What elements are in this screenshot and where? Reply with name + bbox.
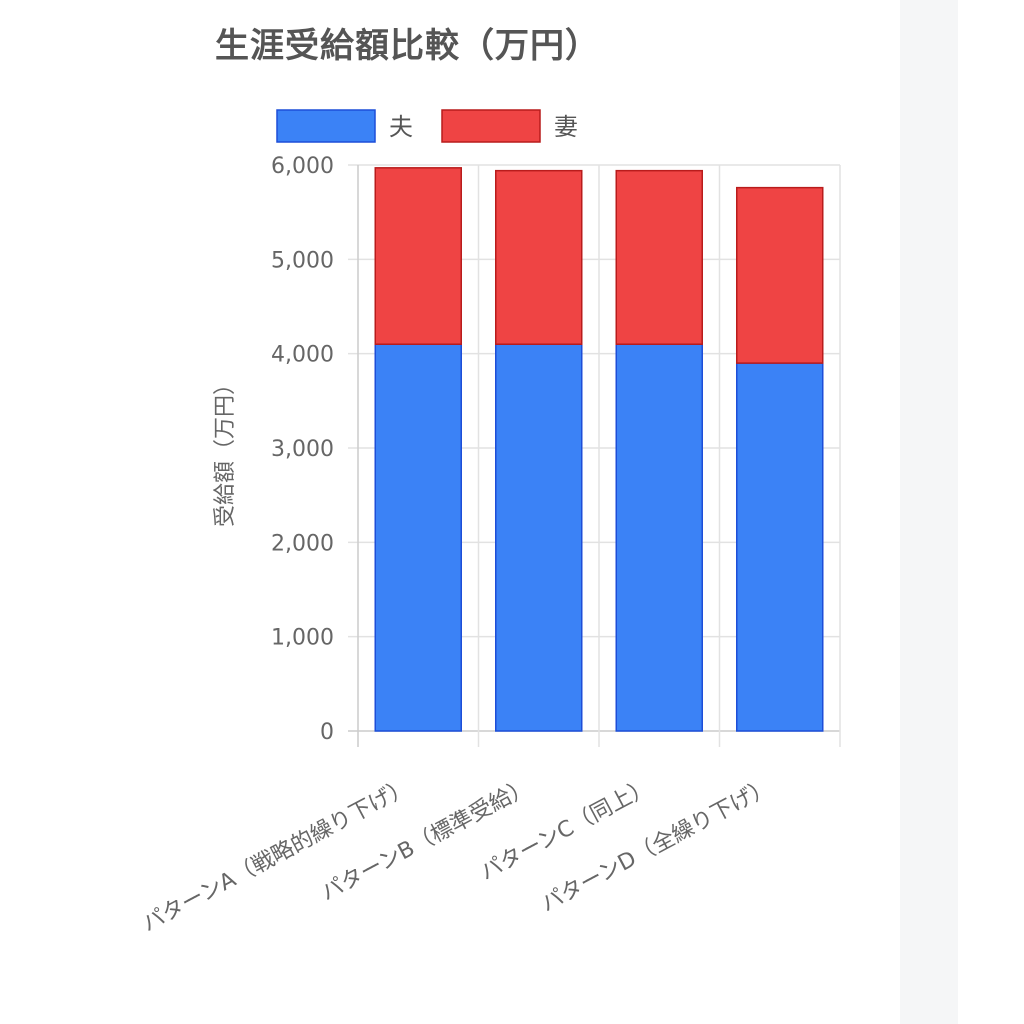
legend-item[interactable]: 妻 [441,109,578,143]
bar-segment[interactable] [374,167,462,345]
y-tick-label: 0 [320,720,334,745]
y-tick-labels: 0 1,000 2,000 3,000 4,000 5,000 6,000 [271,154,334,745]
x-tick-label: パターンB（標準受給） [317,774,535,906]
bar-segment[interactable] [736,362,824,732]
bar-segment[interactable] [495,169,583,345]
x-tick-labels: パターンA（戦略的繰り下げ）パターンB（標準受給）パターンC（同上）パターンD（… [138,774,776,937]
bar-segment[interactable] [615,169,703,345]
legend-label: 夫 [389,113,413,141]
side-panel [900,0,958,1024]
y-tick-label: 3,000 [271,437,334,462]
y-axis-title: 受給額（万円） [213,373,238,527]
bar-segment[interactable] [374,343,462,732]
bar-segment[interactable] [736,186,824,364]
legend-item[interactable]: 夫 [276,109,413,143]
y-tick-label: 5,000 [271,248,334,273]
legend-swatch [441,109,541,143]
legend-swatch [276,109,376,143]
legend[interactable]: 夫妻 [276,109,578,143]
chart-title: 生涯受給額比較（万円） [215,26,600,66]
y-tick-label: 6,000 [271,154,334,179]
bar-segment[interactable] [615,343,703,732]
x-tick-label: パターンD（全繰り下げ） [537,774,776,917]
y-tick-label: 1,000 [271,626,334,651]
bar-segment[interactable] [495,343,583,732]
legend-label: 妻 [554,113,578,141]
y-tick-label: 4,000 [271,343,334,368]
bars [374,167,824,732]
y-tick-label: 2,000 [271,531,334,556]
